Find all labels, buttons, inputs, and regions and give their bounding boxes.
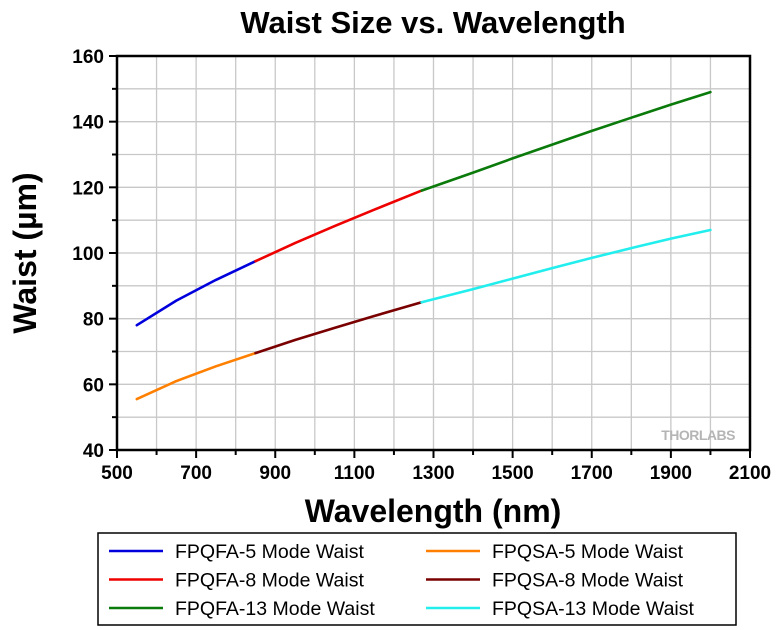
x-tick-label: 1500 [491,463,533,484]
legend-label: FPQFA-8 Mode Waist [175,570,364,592]
thorlabs-watermark: THORLABS [661,427,735,443]
y-tick-label: 60 [83,375,104,396]
series-line-fpqfa-8-mode-waist [254,189,423,263]
legend-box [97,532,737,626]
legend-label: FPQFA-5 Mode Waist [175,541,364,563]
legend-label: FPQSA-13 Mode Waist [492,598,695,620]
x-tick-label: 2100 [729,463,771,484]
legend-label: FPQSA-8 Mode Waist [492,570,684,592]
legend: FPQFA-5 Mode Waist FPQSA-5 Mode Waist FPQF… [97,532,737,626]
legend-label: FPQFA-13 Mode Waist [175,598,375,620]
y-tick-label: 40 [83,441,104,462]
axis-ticks: 500 700 900 1100 1300 1500 1700 1900 2100 40 60 80 1… [72,47,771,484]
series-line-fpqsa-13-mode-waist [420,228,712,304]
y-tick-label: 160 [72,47,104,68]
y-tick-label: 140 [72,113,104,134]
y-tick-label: 100 [72,244,104,265]
series-line-fpqfa-13-mode-waist [420,90,712,192]
x-tick-label: 1900 [650,463,692,484]
x-tick-label: 900 [259,463,291,484]
y-tick-label: 80 [83,310,104,331]
legend-label: FPQSA-5 Mode Waist [492,541,684,563]
chart-title: Waist Size vs. Wavelength [240,5,625,40]
y-tick-label: 120 [72,178,104,199]
series-line-fpqsa-8-mode-waist [254,300,423,355]
grid [116,55,751,451]
x-tick-label: 1300 [412,463,454,484]
x-tick-label: 700 [180,463,212,484]
series-lines [135,90,712,401]
y-axis-label: Waist (µm) [7,172,43,333]
x-tick-label: 500 [101,463,133,484]
x-tick-label: 1700 [571,463,613,484]
x-tick-label: 1100 [334,463,375,484]
x-axis-label: Wavelength (nm) [305,493,562,529]
series-line-fpqsa-5-mode-waist [135,351,257,401]
series-line-fpqfa-5-mode-waist [135,259,257,327]
